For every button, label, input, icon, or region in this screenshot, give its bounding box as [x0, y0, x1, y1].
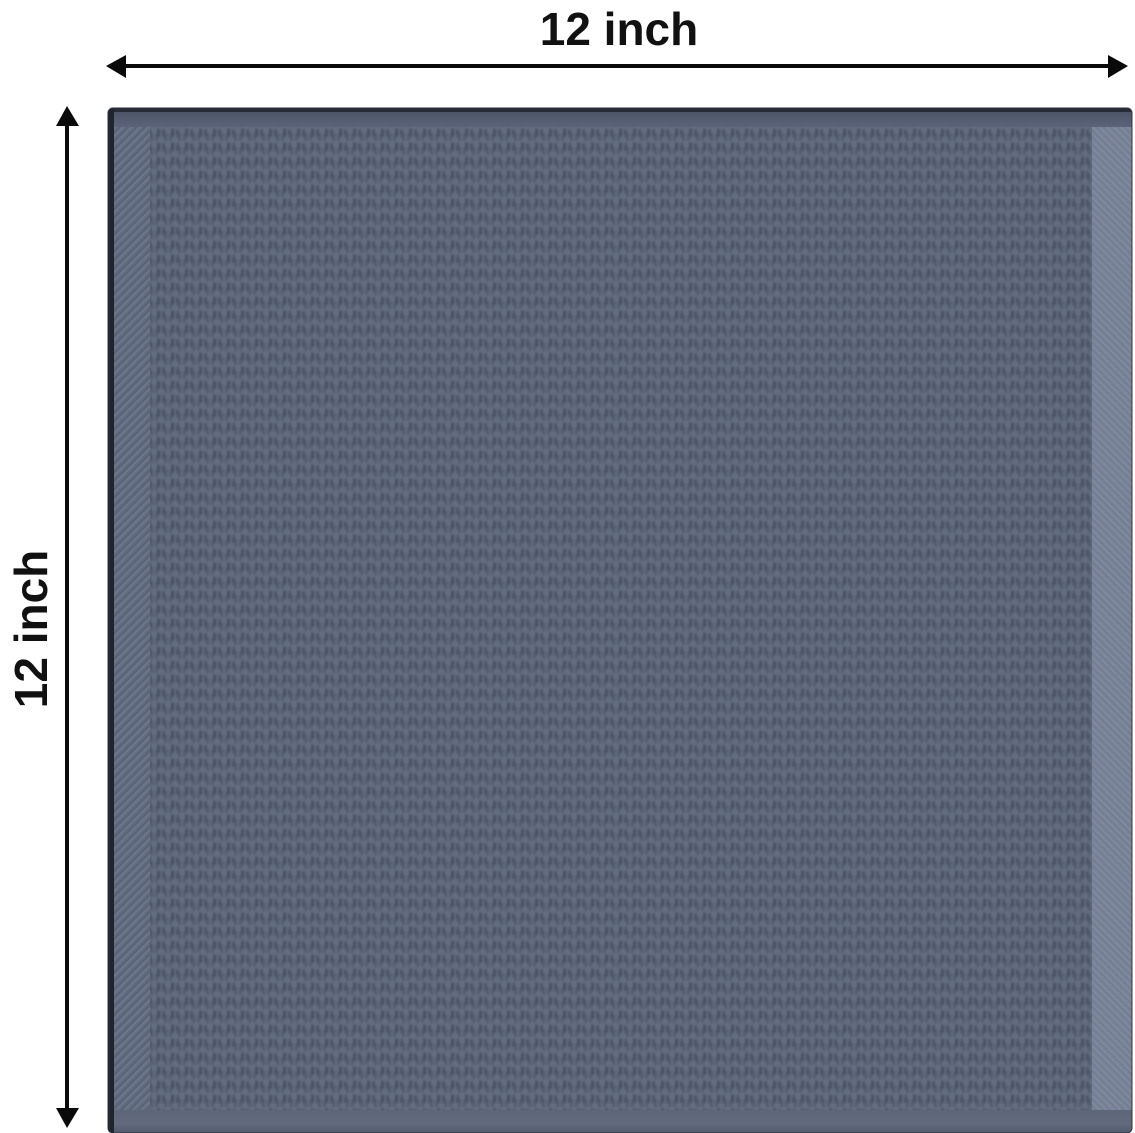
svg-text:12 inch: 12 inch [540, 3, 699, 55]
svg-text:12 inch: 12 inch [5, 550, 57, 709]
